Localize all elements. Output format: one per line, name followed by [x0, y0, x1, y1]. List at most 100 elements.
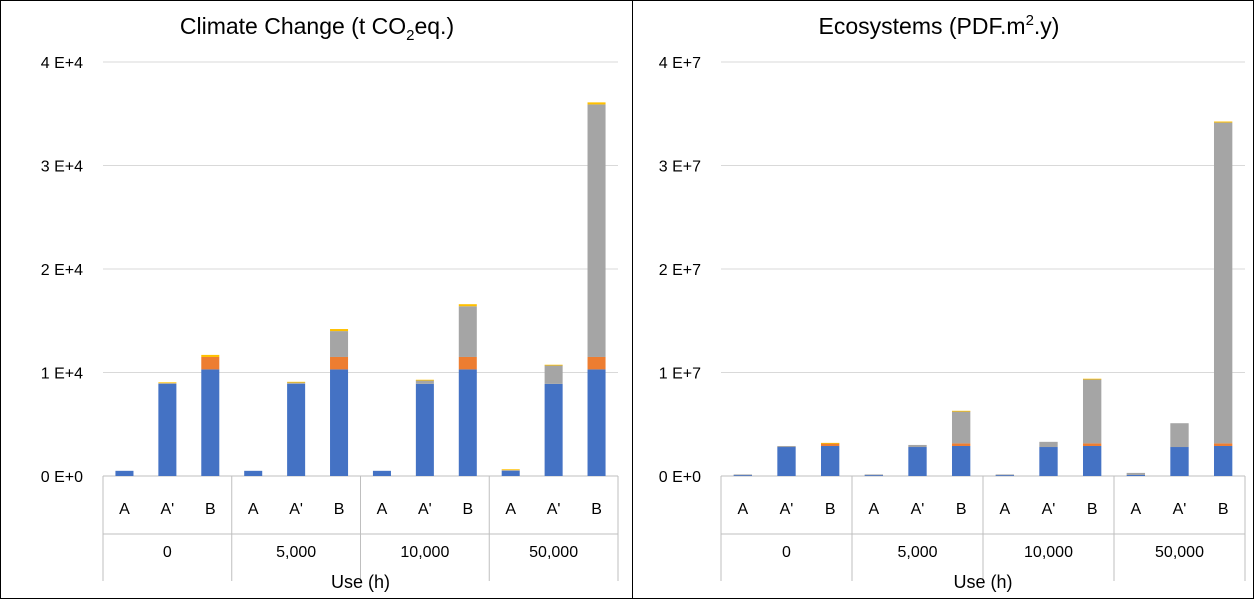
category-label: A: [868, 501, 879, 518]
bar-segment: [1213, 443, 1233, 446]
bar-segment: [820, 442, 840, 444]
category-label: A': [161, 501, 175, 518]
bar-segment: [158, 383, 177, 476]
bar-segment: [544, 364, 563, 366]
bar-segment: [501, 469, 520, 471]
category-label: A: [119, 501, 130, 518]
y-tick-label: 3 E+7: [659, 159, 701, 176]
bar-segment: [330, 356, 349, 370]
bar-segment: [587, 102, 606, 105]
bar-segment: [201, 369, 220, 476]
bar-segment: [995, 474, 1015, 476]
category-label: A': [911, 501, 925, 518]
ecosystems-chart-panel: Ecosystems (PDF.m2.y) 0 E+0 1 E+7 2 E+7 3 E+…: [632, 0, 1254, 599]
bar-segment: [1170, 423, 1189, 448]
category-label: A': [418, 501, 432, 518]
bar-segment: [864, 474, 884, 476]
y-tick-label: 3 E+4: [41, 159, 83, 176]
group-label: 5,000: [897, 544, 937, 561]
bar-segment: [733, 474, 753, 476]
category-label: A': [289, 501, 303, 518]
y-tick-label: 1 E+7: [659, 366, 701, 383]
ecosystems-chart: Ecosystems (PDF.m2.y) 0 E+0 1 E+7 2 E+7 3 E+…: [659, 12, 1246, 592]
group-label: 10,000: [1024, 544, 1073, 561]
y-tick-label: 2 E+4: [41, 262, 83, 279]
bar-segment: [951, 410, 971, 412]
category-label: B: [1218, 501, 1229, 518]
bar-segment: [287, 383, 306, 476]
group-label: 50,000: [529, 544, 578, 561]
category-label: B: [1087, 501, 1098, 518]
bar-segment: [1082, 379, 1102, 444]
bar-segment: [1039, 441, 1058, 448]
bar-segment: [1213, 122, 1233, 444]
y-tick-label: 2 E+7: [659, 262, 701, 279]
category-label: A: [248, 501, 259, 518]
bar-segment: [1082, 378, 1102, 380]
bar-segment: [908, 447, 927, 476]
category-label: A': [547, 501, 561, 518]
bar-segment: [1213, 445, 1233, 476]
bar-segment: [777, 447, 796, 476]
bar-segment: [244, 470, 263, 476]
chart-title: Ecosystems (PDF.m2.y): [819, 12, 1060, 39]
bar-segment: [908, 444, 927, 448]
bar-segment: [1126, 474, 1146, 476]
bar-segment: [458, 356, 477, 370]
bar-segment: [287, 382, 306, 384]
chart-title-suffix: .y): [1034, 13, 1060, 39]
climate-change-chart: Climate Change (t CO2eq.) 0 E+0 1 E+4 2 E+4…: [41, 13, 619, 592]
x-axis-title: Use (h): [331, 572, 390, 592]
bar-segment: [1213, 121, 1233, 123]
category-label: B: [591, 501, 602, 518]
bar-segment: [1082, 443, 1102, 446]
category-label: B: [825, 501, 836, 518]
climate-change-chart-panel: Climate Change (t CO2eq.) 0 E+0 1 E+4 2 E+4…: [0, 0, 633, 599]
chart-title: Climate Change (t CO2eq.): [180, 13, 454, 44]
chart-title-suffix: eq.): [414, 13, 454, 39]
category-label: A: [377, 501, 388, 518]
y-tick-label: 0 E+0: [659, 469, 701, 486]
bar-segment: [1082, 445, 1102, 476]
bar-segment: [820, 443, 840, 446]
bar-segment: [951, 443, 971, 446]
bar-segment: [458, 304, 477, 307]
group-label: 50,000: [1155, 544, 1204, 561]
bar-segment: [733, 474, 753, 476]
bar-segment: [415, 380, 434, 384]
bar-segment: [951, 411, 971, 444]
bar-segment: [501, 469, 520, 471]
bar-segment: [777, 445, 796, 448]
bar-segment: [330, 331, 349, 357]
bar-segment: [458, 369, 477, 476]
chart-title-subscript: 2: [406, 27, 414, 44]
y-tick-label: 0 E+0: [41, 469, 83, 486]
category-label: A: [505, 501, 516, 518]
category-label: A: [737, 501, 748, 518]
group-label: 5,000: [276, 544, 316, 561]
category-label: A: [1130, 501, 1141, 518]
category-label: B: [956, 501, 967, 518]
bar-segment: [587, 104, 606, 357]
bar-segment: [1039, 447, 1058, 476]
group-label: 0: [782, 544, 791, 561]
bar-segment: [287, 381, 306, 383]
x-axis-title: Use (h): [953, 572, 1012, 592]
chart-title-superscript: 2: [1026, 12, 1034, 29]
category-label: A': [1042, 501, 1056, 518]
chart-title-text: Climate Change (t CO: [180, 13, 406, 39]
bar-segment: [458, 306, 477, 357]
bar-segment: [201, 356, 220, 370]
bar-segment: [995, 474, 1015, 476]
bar-segment: [1126, 472, 1146, 475]
bar-segment: [372, 470, 391, 476]
bar-segment: [544, 383, 563, 476]
bar-segment: [587, 369, 606, 476]
bar-segment: [544, 365, 563, 384]
y-tick-label: 4 E+7: [659, 55, 701, 72]
category-label: B: [205, 501, 216, 518]
category-label: B: [334, 501, 345, 518]
group-label: 10,000: [400, 544, 449, 561]
chart-title-text: Ecosystems (PDF.m: [819, 13, 1026, 39]
bar-segment: [415, 383, 434, 476]
